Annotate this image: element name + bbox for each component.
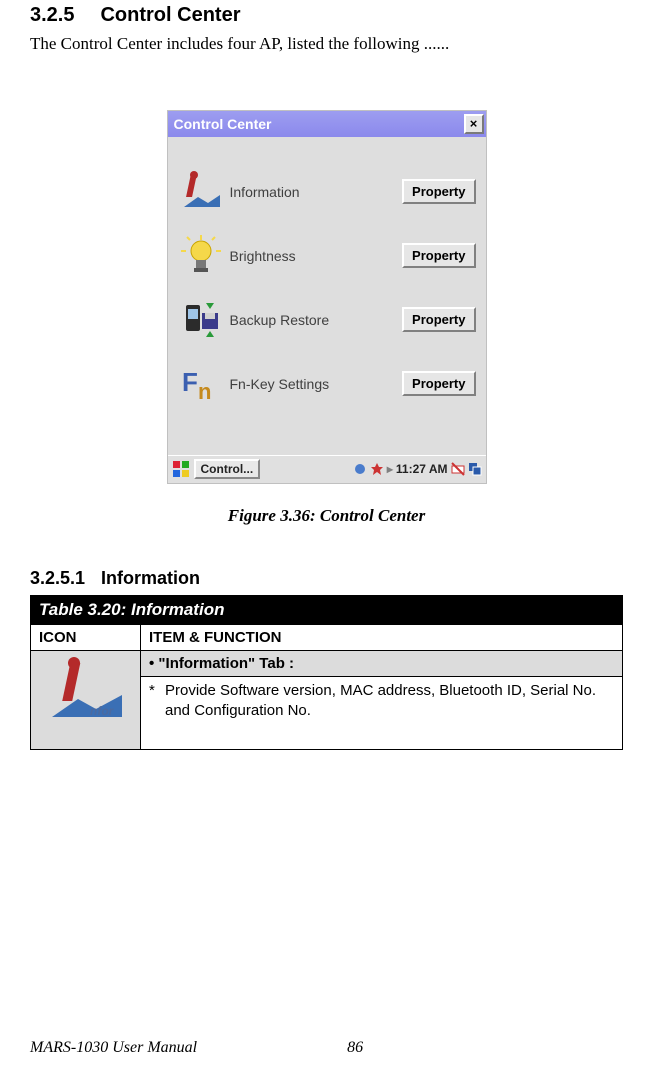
taskbar-task[interactable]: Control... bbox=[194, 459, 261, 479]
subsection-number: 3.2.5.1 bbox=[30, 568, 85, 588]
page-footer: MARS-1030 User Manual 86 bbox=[30, 1039, 623, 1057]
property-button-information[interactable]: Property bbox=[402, 179, 475, 204]
svg-text:n: n bbox=[198, 379, 211, 404]
information-icon-large: nfor bbox=[46, 655, 126, 725]
property-button-brightness[interactable]: Property bbox=[402, 243, 475, 268]
row-label: Information bbox=[224, 184, 403, 200]
section-title: Control Center bbox=[100, 4, 240, 26]
section-number: 3.2.5 bbox=[30, 4, 74, 26]
tray-star-icon[interactable] bbox=[370, 462, 384, 476]
section-heading: 3.2.5 Control Center bbox=[30, 4, 623, 27]
tray-divider: ▸ bbox=[387, 462, 393, 476]
row-brightness: Brightness Property bbox=[178, 233, 476, 279]
subsection-title: Information bbox=[101, 568, 200, 588]
brightness-icon bbox=[178, 233, 224, 279]
footer-page-number: 86 bbox=[347, 1039, 363, 1057]
row-backup-restore: Backup Restore Property bbox=[178, 297, 476, 343]
table-header-item: ITEM & FUNCTION bbox=[141, 624, 623, 650]
titlebar: Control Center × bbox=[168, 111, 486, 137]
svg-text:F: F bbox=[182, 367, 198, 397]
row-label: Brightness bbox=[224, 248, 403, 264]
taskbar: Control... ▸ 11:27 AM bbox=[168, 455, 486, 483]
backup-restore-icon bbox=[178, 297, 224, 343]
row-fnkey: F n Fn-Key Settings Property bbox=[178, 361, 476, 407]
property-button-fnkey[interactable]: Property bbox=[402, 371, 475, 396]
taskbar-tray: ▸ 11:27 AM bbox=[353, 462, 482, 476]
tray-keyboard-icon[interactable] bbox=[451, 462, 465, 476]
start-icon[interactable] bbox=[172, 460, 190, 478]
row-label: Backup Restore bbox=[224, 312, 403, 328]
table-header-icon: ICON bbox=[31, 624, 141, 650]
information-table: Table 3.20: Information ICON ITEM & FUNC… bbox=[30, 595, 623, 751]
footer-manual-title: MARS-1030 User Manual bbox=[30, 1039, 197, 1057]
window-title: Control Center bbox=[174, 116, 464, 132]
close-button[interactable]: × bbox=[464, 114, 484, 134]
figure-caption: Figure 3.36: Control Center bbox=[30, 506, 623, 526]
table-detail-text: Provide Software version, MAC address, B… bbox=[165, 681, 614, 722]
intro-text: The Control Center includes four AP, lis… bbox=[30, 33, 623, 56]
window-body: Information Property bbox=[168, 137, 486, 455]
table-tab-label: • "Information" Tab : bbox=[141, 650, 623, 676]
bullet-asterisk: * bbox=[149, 681, 165, 722]
subsection-heading: 3.2.5.1 Information bbox=[30, 568, 623, 589]
tray-cascade-icon[interactable] bbox=[468, 462, 482, 476]
table-detail: * Provide Software version, MAC address,… bbox=[141, 676, 623, 750]
information-icon bbox=[178, 169, 224, 215]
fnkey-icon: F n bbox=[178, 361, 224, 407]
control-center-window: Control Center × Information Property bbox=[167, 110, 487, 484]
taskbar-time: 11:27 AM bbox=[396, 462, 448, 476]
property-button-backup[interactable]: Property bbox=[402, 307, 475, 332]
table-icon-cell: nfor bbox=[31, 650, 141, 750]
table-title: Table 3.20: Information bbox=[31, 595, 623, 624]
svg-text:nfor: nfor bbox=[90, 704, 115, 718]
tray-network-icon[interactable] bbox=[353, 462, 367, 476]
row-label: Fn-Key Settings bbox=[224, 376, 403, 392]
row-information: Information Property bbox=[178, 169, 476, 215]
